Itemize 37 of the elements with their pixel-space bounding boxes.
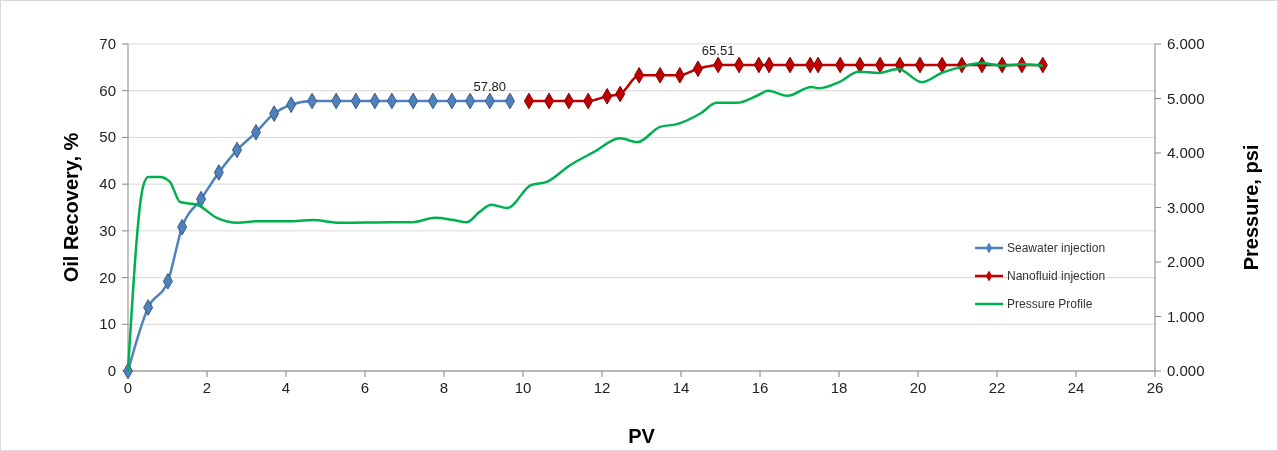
x-tick-label: 8 <box>439 379 449 396</box>
x-tick-label: 14 <box>672 379 690 396</box>
x-tick-label: 16 <box>751 379 769 396</box>
x-tick-label: 18 <box>830 379 848 396</box>
legend-label: Seawater injection <box>1007 241 1106 255</box>
y2-tick-label: 0.000 <box>1167 362 1205 379</box>
y-tick-label: 10 <box>99 315 116 333</box>
y2-axis-title: Pressure, psi <box>1240 144 1262 271</box>
y-tick-label: 70 <box>99 35 116 52</box>
annotation: 65.51 <box>701 42 735 58</box>
legend-label: Pressure Profile <box>1007 297 1093 311</box>
y-tick-label: 60 <box>99 81 116 99</box>
x-axis-title: PV <box>628 425 656 447</box>
y-axis-title: Oil Recovery, % <box>60 132 82 283</box>
y-tick-label: 40 <box>99 175 116 193</box>
x-tick-label: 24 <box>1067 379 1085 396</box>
y2-tick-label: 4.000 <box>1167 144 1205 161</box>
x-tick-label: 2 <box>202 379 212 396</box>
y2-tick-label: 3.000 <box>1167 198 1205 216</box>
x-tick-label: 6 <box>360 379 370 396</box>
x-tick-label: 12 <box>593 379 611 396</box>
x-tick-label: 0 <box>123 379 133 396</box>
x-tick-label: 22 <box>988 379 1006 396</box>
y2-tick-label: 1.000 <box>1167 307 1205 325</box>
y-tick-label: 50 <box>99 128 116 146</box>
y-tick-label: 0 <box>107 362 116 379</box>
annotation: 57.80 <box>473 78 507 94</box>
y2-tick-label: 6.000 <box>1167 35 1205 52</box>
y-tick-label: 30 <box>99 221 116 239</box>
x-tick-label: 4 <box>281 379 291 396</box>
x-tick-label: 10 <box>514 379 532 396</box>
y2-tick-label: 2.000 <box>1167 253 1205 270</box>
x-tick-label: 20 <box>909 379 927 396</box>
legend-label: Nanofluid injection <box>1007 269 1106 283</box>
x-tick-label: 26 <box>1146 379 1164 396</box>
y2-tick-label: 5.000 <box>1167 89 1205 107</box>
y-tick-label: 20 <box>99 268 116 286</box>
